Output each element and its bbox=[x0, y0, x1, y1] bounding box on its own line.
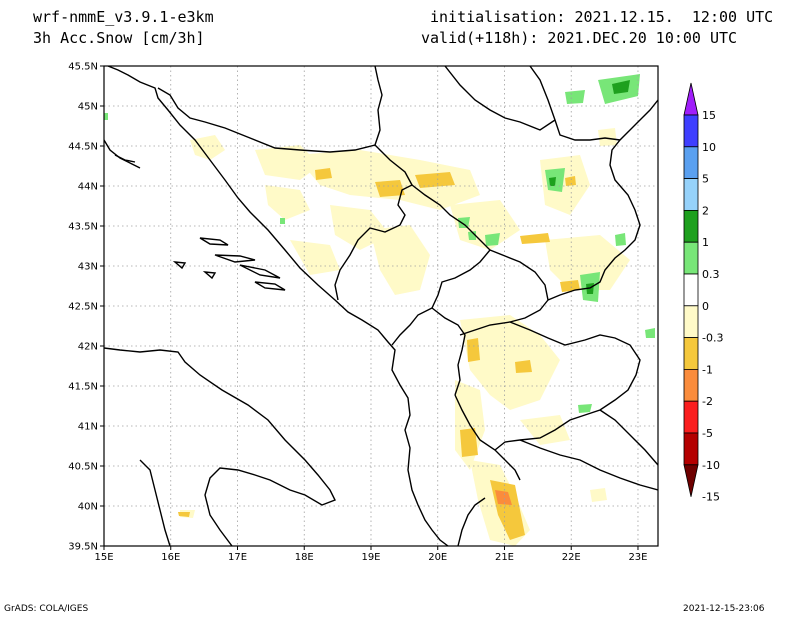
latitude-ticks: 39.5N 40N 40.5N 41N 41.5N 42N 42.5N 43N 43.5N 44N… bbox=[68, 62, 104, 553]
coastlines-borders bbox=[104, 66, 658, 546]
colorbar-label: 0.3 bbox=[702, 268, 720, 281]
lat-tick-label: 41.5N bbox=[68, 382, 98, 393]
colorbar-segment bbox=[683, 209, 699, 243]
lat-tick-label: 44N bbox=[78, 182, 98, 193]
lat-tick-label: 39.5N bbox=[68, 542, 98, 553]
colorbar: 15 10 5 2 1 0.3 0 -0.3 -1 -2 -5 -10 -15 bbox=[683, 82, 723, 504]
lon-tick-label: 23E bbox=[628, 552, 647, 563]
lat-tick-label: 40.5N bbox=[68, 462, 98, 473]
footer-timestamp: 2021-12-15-23:06 bbox=[683, 604, 765, 614]
colorbar-label: 1 bbox=[702, 236, 709, 249]
lat-tick-label: 42.5N bbox=[68, 302, 98, 313]
longitude-ticks: 15E 16E 17E 18E 19E 20E 21E 22E 23E bbox=[94, 546, 647, 563]
lat-tick-label: 45.5N bbox=[68, 62, 98, 73]
lat-tick-label: 40N bbox=[78, 502, 98, 513]
lat-tick-label: 43N bbox=[78, 262, 98, 273]
lon-tick-label: 16E bbox=[161, 552, 180, 563]
colorbar-segment bbox=[683, 368, 699, 402]
lon-tick-label: 15E bbox=[94, 552, 113, 563]
colorbar-segment bbox=[683, 178, 699, 211]
colorbar-segment bbox=[683, 146, 699, 180]
lon-tick-label: 22E bbox=[562, 552, 581, 563]
colorbar-label: 0 bbox=[702, 300, 709, 313]
model-name: wrf-nmmE_v3.9.1-e3km bbox=[33, 8, 214, 26]
lon-tick-label: 19E bbox=[361, 552, 380, 563]
colorbar-label: 10 bbox=[702, 141, 716, 154]
colorbar-label: 5 bbox=[702, 173, 709, 186]
colorbar-label: 2 bbox=[702, 204, 709, 217]
colorbar-label: -10 bbox=[702, 459, 720, 472]
colorbar-segment bbox=[683, 400, 699, 434]
colorbar-top-arrow bbox=[683, 82, 699, 116]
valid-time: valid(+118h): 2021.DEC.20 10:00 UTC bbox=[421, 29, 738, 47]
field-name: 3h Acc.Snow [cm/3h] bbox=[33, 29, 205, 47]
colorbar-segment bbox=[683, 273, 699, 307]
lon-tick-label: 17E bbox=[228, 552, 247, 563]
lat-tick-label: 45N bbox=[78, 102, 98, 113]
colorbar-label: -1 bbox=[702, 363, 713, 376]
lat-tick-label: 42N bbox=[78, 342, 98, 353]
lat-tick-label: 41N bbox=[78, 422, 98, 433]
colorbar-segment bbox=[683, 432, 699, 466]
colorbar-label: -15 bbox=[702, 491, 720, 504]
colorbar-segment bbox=[683, 305, 699, 338]
colorbar-bottom-arrow bbox=[683, 464, 699, 497]
colorbar-label: -5 bbox=[702, 427, 713, 440]
grid-lines bbox=[104, 66, 658, 546]
map-frame bbox=[103, 65, 659, 547]
footer-credit: GrADS: COLA/IGES bbox=[4, 604, 89, 614]
lon-tick-label: 20E bbox=[428, 552, 447, 563]
colorbar-segment bbox=[683, 241, 699, 275]
colorbar-label: -2 bbox=[702, 395, 713, 408]
lat-tick-label: 44.5N bbox=[68, 142, 98, 153]
colorbar-label: 15 bbox=[702, 109, 716, 122]
lat-tick-label: 43.5N bbox=[68, 222, 98, 233]
colorbar-label: -0.3 bbox=[702, 332, 723, 345]
lon-tick-label: 18E bbox=[295, 552, 314, 563]
initialisation-time: initialisation: 2021.12.15. 12:00 UTC bbox=[430, 8, 774, 26]
colorbar-segment bbox=[683, 114, 699, 148]
lon-tick-label: 21E bbox=[495, 552, 514, 563]
colorbar-segment bbox=[683, 337, 699, 370]
snow-fields bbox=[104, 74, 655, 546]
